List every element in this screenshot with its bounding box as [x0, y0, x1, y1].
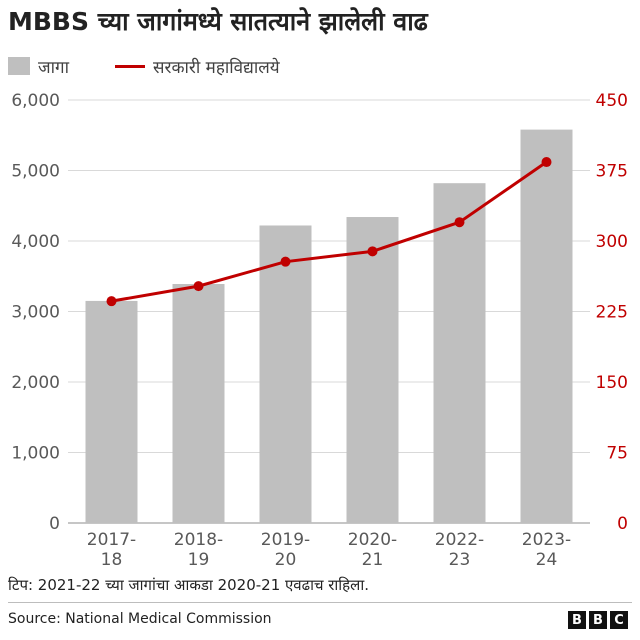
x-axis-tick-label: 2019-20 [261, 530, 310, 570]
x-axis-tick-label: 2023-24 [522, 530, 571, 570]
bbc-logo-letter: C [610, 611, 628, 629]
x-axis-tick-label: 2017-18 [87, 530, 136, 570]
legend-line-swatch [115, 64, 145, 68]
x-axis-tick-label: 2022-23 [435, 530, 484, 570]
right-axis-tick-label: 150 [596, 373, 628, 393]
legend-line-label: सरकारी महाविद्यालये [153, 57, 280, 78]
right-axis-tick-label: 300 [596, 232, 628, 252]
left-axis-tick-label: 4,000 [11, 232, 60, 252]
left-axis-tick-label: 3,000 [11, 303, 60, 323]
bar [85, 300, 138, 523]
legend-bar-swatch [8, 57, 30, 75]
right-axis-tick-label: 375 [596, 162, 628, 182]
left-axis-tick-label: 6,000 [11, 91, 60, 111]
left-axis-tick-label: 0 [49, 514, 60, 534]
line-point [367, 246, 378, 257]
footer-divider [8, 602, 632, 603]
x-axis-tick-label: 2020-21 [348, 530, 397, 570]
x-axis-tick-label: 2018-19 [174, 530, 223, 570]
bar [259, 225, 312, 524]
left-axis-tick-label: 2,000 [11, 373, 60, 393]
left-axis-tick-label: 1,000 [11, 444, 60, 464]
bar [520, 129, 573, 524]
legend-bar-label: जागा [38, 57, 69, 78]
line-point [280, 256, 291, 267]
source-text: Source: National Medical Commission [8, 611, 272, 627]
bbc-logo: B B C [568, 611, 628, 629]
line-point [106, 296, 117, 307]
line-point [454, 217, 465, 228]
legend: जागा सरकारी महाविद्यालये [8, 54, 280, 78]
chart-title: MBBS च्या जागांमध्ये सातत्याने झालेली वा… [8, 7, 428, 36]
series-line [111, 160, 548, 303]
line-point [193, 281, 204, 292]
left-axis-tick-label: 5,000 [11, 162, 60, 182]
bbc-logo-letter: B [568, 611, 586, 629]
right-axis-tick-label: 75 [606, 444, 628, 464]
right-axis-tick-label: 450 [596, 91, 628, 111]
line-point [541, 157, 552, 168]
bar [433, 183, 486, 523]
bar [346, 217, 399, 523]
bbc-logo-letter: B [589, 611, 607, 629]
chart-note: टिप: 2021-22 च्या जागांचा आकडा 2020-21 ए… [8, 576, 369, 594]
right-axis-tick-label: 0 [617, 514, 628, 534]
right-axis-tick-label: 225 [596, 303, 628, 323]
bar [172, 284, 225, 523]
